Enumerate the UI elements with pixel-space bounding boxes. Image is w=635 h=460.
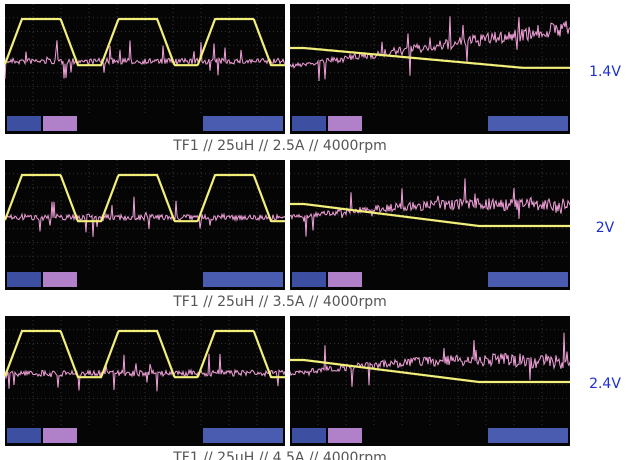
status-box [7, 428, 41, 443]
scope-capture [5, 316, 285, 446]
scope-capture [5, 4, 285, 134]
scope-screen [5, 4, 285, 134]
figure: TF1 // 25uH // 2.5A // 4000rpm 1.4V TF1 //… [0, 0, 635, 460]
scope-screen [290, 4, 570, 134]
status-box [328, 272, 362, 287]
page: TF1 // 25uH // 2.5A // 4000rpm 1.4V TF1 //… [0, 0, 635, 460]
status-box [292, 428, 326, 443]
status-box [203, 272, 283, 287]
status-box [7, 116, 41, 131]
status-box [488, 428, 568, 443]
status-box [43, 428, 77, 443]
scope-capture [5, 160, 285, 290]
status-box [488, 272, 568, 287]
scope-capture [290, 316, 570, 446]
status-box [328, 116, 362, 131]
status-box [328, 428, 362, 443]
status-box [203, 428, 283, 443]
voltage-label: 2V [596, 220, 615, 236]
status-box [43, 116, 77, 131]
voltage-label: 2.4V [589, 376, 621, 392]
status-box [488, 116, 568, 131]
status-box [203, 116, 283, 131]
status-box [292, 272, 326, 287]
caption: TF1 // 25uH // 2.5A // 4000rpm [172, 138, 386, 154]
status-box [7, 272, 41, 287]
voltage-label: 1.4V [589, 64, 621, 80]
status-box [292, 116, 326, 131]
caption: TF1 // 25uH // 3.5A // 4000rpm [172, 294, 386, 310]
scope-capture [290, 160, 570, 290]
caption: TF1 // 25uH // 4.5A // 4000rpm [172, 450, 386, 460]
status-box [43, 272, 77, 287]
scope-capture [290, 4, 570, 134]
